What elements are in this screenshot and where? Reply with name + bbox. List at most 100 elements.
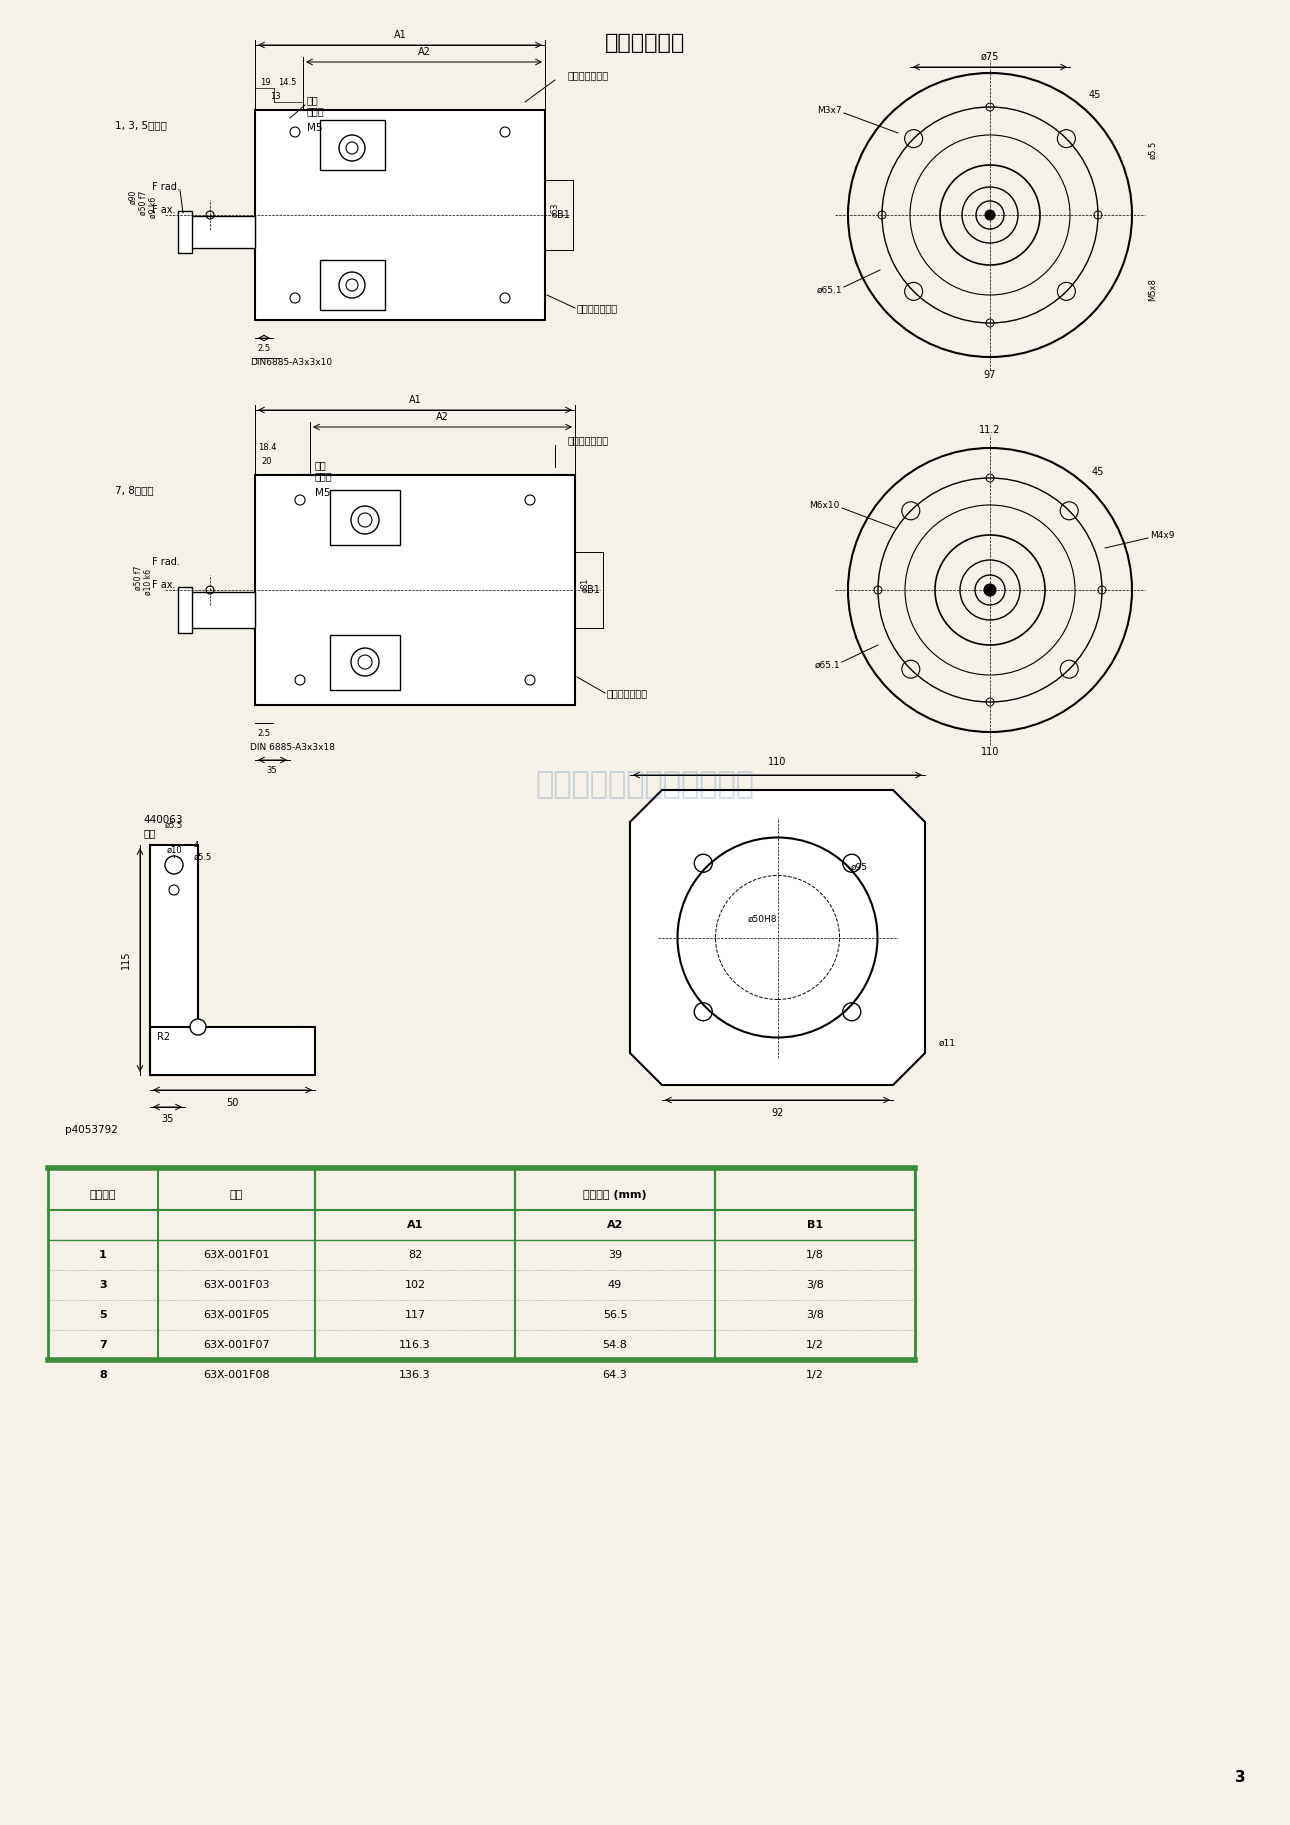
Circle shape [190, 1018, 206, 1035]
Text: 49: 49 [608, 1279, 622, 1290]
Text: A1: A1 [393, 29, 406, 40]
Text: ø9 k6: ø9 k6 [148, 197, 157, 217]
Text: 2.5: 2.5 [258, 728, 271, 737]
Text: p4053792: p4053792 [64, 1124, 117, 1135]
Text: 气路接口右旋向: 气路接口右旋向 [568, 434, 609, 445]
Bar [178, 212, 192, 254]
Text: 气路接口左旋向: 气路接口左旋向 [577, 303, 618, 314]
Text: ø50 f7: ø50 f7 [138, 192, 147, 215]
Text: M5: M5 [315, 487, 330, 498]
Bar [330, 489, 400, 546]
Text: 115: 115 [121, 951, 132, 969]
Text: 5: 5 [99, 1310, 107, 1319]
Text: DIN6885-A3x3x10: DIN6885-A3x3x10 [250, 358, 332, 367]
Text: 8: 8 [99, 1371, 107, 1380]
Text: 释放孔: 释放孔 [315, 471, 333, 482]
Text: 35: 35 [267, 765, 277, 774]
Bar [150, 845, 197, 1075]
Text: ø75: ø75 [980, 51, 1000, 62]
Text: 1/2: 1/2 [806, 1340, 824, 1350]
Text: F rad.: F rad. [152, 557, 179, 568]
Bar [190, 215, 255, 248]
Text: 19: 19 [259, 77, 270, 86]
Text: DIN 6885-A3x3x18: DIN 6885-A3x3x18 [250, 743, 335, 752]
Text: 64.3: 64.3 [602, 1371, 627, 1380]
Text: 92: 92 [771, 1108, 784, 1119]
Text: 压力: 压力 [307, 95, 319, 106]
Text: 7: 7 [99, 1340, 107, 1350]
Text: ø50H8: ø50H8 [748, 914, 778, 923]
Text: 上海城工机电设备有限公司: 上海城工机电设备有限公司 [535, 770, 755, 799]
Text: 1/2: 1/2 [806, 1371, 824, 1380]
Text: 支架: 支架 [143, 829, 156, 838]
Text: 63X-001F01: 63X-001F01 [204, 1250, 270, 1259]
Text: F ax.: F ax. [152, 580, 175, 589]
Text: 3/8: 3/8 [806, 1310, 824, 1319]
Text: ø10: ø10 [166, 845, 182, 854]
Text: 63X-001F05: 63X-001F05 [204, 1310, 270, 1319]
Text: 56.5: 56.5 [602, 1310, 627, 1319]
Text: ø81: ø81 [580, 579, 590, 591]
Text: 7, 8号马达: 7, 8号马达 [115, 485, 154, 495]
Text: 1/8: 1/8 [806, 1250, 824, 1259]
Text: 82: 82 [408, 1250, 422, 1259]
Text: 117: 117 [405, 1310, 426, 1319]
Text: 110: 110 [769, 757, 787, 766]
Text: 气路接口左旋向: 气路接口左旋向 [608, 688, 648, 697]
Text: 3/8: 3/8 [806, 1279, 824, 1290]
Text: 18.4: 18.4 [258, 442, 276, 451]
Bar [255, 474, 575, 704]
Text: F rad.: F rad. [152, 182, 179, 192]
Text: 2.5: 2.5 [258, 343, 271, 352]
Text: A2: A2 [418, 47, 431, 57]
Text: M5: M5 [307, 122, 322, 133]
Text: 1: 1 [99, 1250, 107, 1259]
Text: M3x7: M3x7 [818, 106, 842, 115]
Text: ø95: ø95 [851, 863, 868, 872]
Text: A2: A2 [606, 1219, 623, 1230]
Text: 3: 3 [99, 1279, 107, 1290]
Text: 110: 110 [980, 746, 1000, 757]
Text: ø65.1: ø65.1 [814, 661, 840, 670]
Text: ø5.5: ø5.5 [165, 821, 183, 830]
Text: A1: A1 [406, 1219, 423, 1230]
Text: B1: B1 [556, 210, 569, 221]
Text: B1: B1 [808, 1219, 823, 1230]
Text: ø11: ø11 [939, 1038, 956, 1048]
Text: 97: 97 [984, 370, 996, 380]
Bar [320, 120, 384, 170]
Text: 45: 45 [1089, 89, 1102, 100]
Text: F ax.: F ax. [152, 204, 175, 215]
Bar [178, 588, 192, 633]
Text: M5x8: M5x8 [1148, 279, 1157, 301]
Text: 50: 50 [226, 1099, 239, 1108]
Text: 4: 4 [194, 841, 199, 849]
Text: ø50 f7: ø50 f7 [133, 566, 142, 589]
Circle shape [986, 210, 995, 221]
Text: ø5.5: ø5.5 [194, 852, 212, 861]
Text: 39: 39 [608, 1250, 622, 1259]
Text: ø65.1: ø65.1 [817, 285, 842, 294]
Text: 13: 13 [270, 91, 280, 100]
Text: 压力: 压力 [315, 460, 326, 471]
Text: M4x9: M4x9 [1149, 531, 1174, 540]
Text: 气路接口右旋向: 气路接口右旋向 [568, 69, 609, 80]
Bar [320, 259, 384, 310]
Text: 型号: 型号 [230, 1190, 243, 1201]
Text: 马达尺寸 (mm): 马达尺寸 (mm) [583, 1190, 646, 1201]
Text: B1: B1 [587, 586, 600, 595]
Bar [190, 591, 255, 628]
Text: R2: R2 [157, 1031, 170, 1042]
Polygon shape [630, 790, 925, 1086]
Text: A2: A2 [436, 412, 449, 422]
Text: 14.5: 14.5 [277, 77, 297, 86]
Text: 102: 102 [405, 1279, 426, 1290]
Text: 20: 20 [262, 456, 272, 465]
Bar [255, 110, 544, 319]
Text: ø5.5: ø5.5 [1148, 141, 1157, 159]
Text: 11.2: 11.2 [979, 425, 1001, 434]
Text: 35: 35 [161, 1113, 173, 1124]
Text: ø10 k6: ø10 k6 [143, 569, 152, 595]
Text: M6x10: M6x10 [810, 500, 840, 509]
Text: 45: 45 [1091, 467, 1104, 476]
